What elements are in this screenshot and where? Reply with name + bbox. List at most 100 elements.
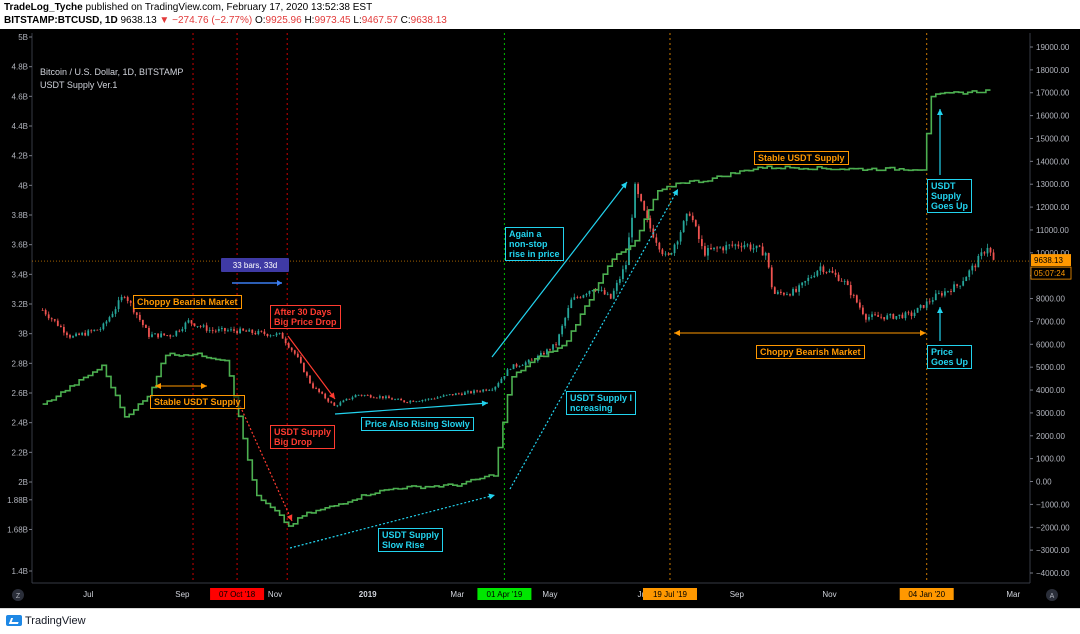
price-candle <box>439 396 442 398</box>
indicator-legend[interactable]: USDT Supply Ver.1 <box>40 80 118 90</box>
price-candle <box>615 282 618 291</box>
price-candle <box>473 390 475 394</box>
price-candle <box>409 400 412 403</box>
price-candle <box>822 266 825 273</box>
price-candle <box>454 393 457 396</box>
annotation-label[interactable]: Choppy Bearish Market <box>756 345 865 359</box>
price-candle <box>585 293 588 296</box>
price-candle <box>962 281 965 286</box>
price-candle <box>342 400 345 403</box>
price-candle <box>670 253 673 255</box>
price-candle <box>272 335 275 337</box>
price-candle <box>600 290 603 291</box>
x-axis-label: Mar <box>1006 590 1020 599</box>
left-axis-label: 4.4B <box>12 122 28 131</box>
price-candle <box>934 293 937 301</box>
price-candle <box>603 290 606 295</box>
price-candle <box>457 393 460 395</box>
price-candle <box>315 387 317 389</box>
price-candle <box>877 315 879 317</box>
price-candle <box>886 315 889 320</box>
price-candle <box>269 335 272 337</box>
price-candle <box>464 392 466 395</box>
annotation-label[interactable]: Again a non-stop rise in price <box>505 227 564 261</box>
price-candle <box>515 364 518 367</box>
annotation-label[interactable]: Stable USDT Supply <box>150 395 245 409</box>
price-candle <box>734 244 737 246</box>
price-candle <box>448 394 451 395</box>
price-candle <box>776 291 779 294</box>
price-candle <box>694 220 697 227</box>
price-candle <box>345 398 348 401</box>
left-axis-label: 2.4B <box>12 419 28 428</box>
price-candle <box>50 318 53 320</box>
price-candle <box>290 347 293 351</box>
price-candle <box>69 335 71 338</box>
measure-label-bg <box>221 258 289 272</box>
price-candle <box>41 310 44 311</box>
measure-label: 33 bars, 33d <box>233 261 277 270</box>
chart-footer: TradingView <box>0 608 1080 634</box>
right-axis-label: 0.00 <box>1036 478 1052 487</box>
price-candle <box>193 323 196 327</box>
price-rise-arrow-head <box>620 182 627 189</box>
price-candle <box>530 359 533 361</box>
chart-area[interactable]: 5B 4.8B 4.6B 4.4B 4.2B 4B 3.8B 3.6B 3.4B 3.2B 3B 2.… <box>0 29 1080 608</box>
auto-scale-button[interactable] <box>1046 589 1058 601</box>
price-candle <box>940 293 943 296</box>
right-axis-label: 18000.00 <box>1036 66 1070 75</box>
x-highlight-label: 04 Jan '20 <box>908 590 945 599</box>
price-candle <box>594 290 597 292</box>
price-candle <box>470 391 472 394</box>
annotation-label[interactable]: Price Also Rising Slowly <box>361 417 474 431</box>
tradingview-logo[interactable]: TradingView <box>6 615 86 627</box>
price-chart[interactable]: 5B 4.8B 4.6B 4.4B 4.2B 4B 3.8B 3.6B 3.4B 3.2B 3B 2.… <box>0 29 1080 608</box>
annotation-label[interactable]: Choppy Bearish Market <box>133 295 242 309</box>
usdt-drop-arrow-head <box>286 514 293 521</box>
x-axis-label: Mar <box>450 590 464 599</box>
price-candle <box>649 218 652 229</box>
price-candle <box>546 349 548 355</box>
price-candle <box>552 344 554 350</box>
price-candle <box>199 326 202 327</box>
annotation-label[interactable]: USDT Supply Slow Rise <box>378 528 444 552</box>
annotation-label[interactable]: After 30 Days Big Price Drop <box>270 305 341 329</box>
annotation-label[interactable]: USDT Supply Big Drop <box>270 425 336 449</box>
annotation-label[interactable]: USDT Supply Goes Up <box>927 179 973 213</box>
price-candle <box>509 369 512 370</box>
price-candle <box>667 253 670 255</box>
timezone-button[interactable] <box>12 589 24 601</box>
price-rise-arrow <box>491 181 628 358</box>
price-candle <box>719 247 722 249</box>
price-candle <box>612 290 615 299</box>
price-candle <box>895 316 898 319</box>
price-candle <box>868 316 870 320</box>
price-candle <box>971 265 974 271</box>
right-axis-label: 3000.00 <box>1036 409 1065 418</box>
price-candle <box>84 332 87 336</box>
price-candle <box>643 200 646 211</box>
price-candle <box>239 328 242 334</box>
right-axis-label: −4000.00 <box>1036 569 1070 578</box>
price-candle <box>281 332 284 339</box>
price-candle <box>527 359 530 363</box>
price-candle <box>792 288 794 296</box>
price-candle <box>330 401 333 403</box>
right-axis-label: 14000.00 <box>1036 157 1070 166</box>
down-triangle-icon: ▼ <box>159 15 170 26</box>
price-candle <box>937 293 940 294</box>
price-candle <box>96 329 99 331</box>
annotation-label[interactable]: Price Goes Up <box>927 345 973 369</box>
measure-arrow-head <box>277 280 282 286</box>
price-candle <box>248 329 251 332</box>
author-name[interactable]: TradeLog_Tyche <box>4 2 83 13</box>
right-axis-label: 16000.00 <box>1036 112 1070 121</box>
main-series-legend[interactable]: Bitcoin / U.S. Dollar, 1D, BITSTAMP <box>40 67 184 77</box>
price-candle <box>804 281 807 283</box>
price-candle <box>755 245 758 249</box>
price-candle <box>366 395 369 396</box>
usdt-rise-arrow-head <box>672 189 678 196</box>
price-candle <box>296 353 299 358</box>
annotation-label[interactable]: Stable USDT Supply <box>754 151 849 165</box>
